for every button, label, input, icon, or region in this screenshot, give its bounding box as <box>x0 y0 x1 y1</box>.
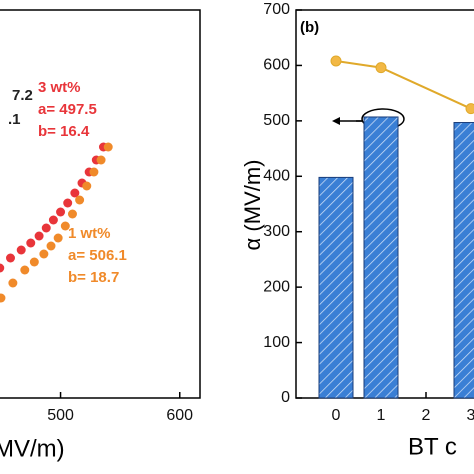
point <box>39 249 49 259</box>
left-x-label: MV/m) <box>0 435 65 462</box>
point <box>29 257 39 267</box>
point <box>103 142 113 152</box>
left-frame <box>0 9 201 399</box>
point <box>48 215 58 225</box>
x-tick-label: 0 <box>332 407 341 424</box>
point <box>63 198 73 208</box>
point <box>89 167 99 177</box>
right-y-label: α (MV/m) <box>240 160 265 251</box>
y-tick-label: 0 <box>281 389 290 406</box>
annotation: a= 497.5 <box>38 101 97 118</box>
annotation: 3 wt% <box>38 79 81 96</box>
bar <box>318 176 354 399</box>
x-tick-label: 600 <box>166 407 193 424</box>
point <box>46 241 56 251</box>
point <box>67 209 77 219</box>
arrow-head <box>332 117 340 125</box>
y-tick-label: 700 <box>263 1 290 18</box>
point <box>34 231 44 241</box>
x-tick-label: 1 <box>377 407 386 424</box>
annotation: b= 18.7 <box>68 269 119 286</box>
point <box>56 207 66 217</box>
point <box>20 265 30 275</box>
x-tick-label: 3 <box>467 407 474 424</box>
point <box>82 181 92 191</box>
y-tick-label: 400 <box>263 168 290 185</box>
point <box>5 253 15 263</box>
point <box>53 233 63 243</box>
bar <box>453 122 474 399</box>
x-tick-label: 500 <box>47 407 74 424</box>
point <box>41 223 51 233</box>
point <box>0 293 6 303</box>
annotation: 7.2 <box>12 87 33 104</box>
y-tick-label: 600 <box>263 57 290 74</box>
point <box>26 238 36 248</box>
line <box>335 60 472 110</box>
point <box>96 155 106 165</box>
point <box>0 263 5 273</box>
annotation: .1 <box>8 111 21 128</box>
panel-label: (b) <box>300 19 319 36</box>
line-point <box>465 103 474 115</box>
point <box>70 188 80 198</box>
y-tick-label: 200 <box>263 278 290 295</box>
line-point <box>375 62 387 74</box>
y-tick-label: 100 <box>263 334 290 351</box>
annotation: b= 16.4 <box>38 123 90 140</box>
line-point <box>330 55 342 67</box>
x-tick-label: 2 <box>422 407 431 424</box>
y-tick-label: 300 <box>263 223 290 240</box>
bar <box>363 116 399 399</box>
y-tick-label: 500 <box>263 112 290 129</box>
point <box>16 245 26 255</box>
point <box>75 195 85 205</box>
annotation: 1 wt% <box>68 225 111 242</box>
point <box>8 278 18 288</box>
annotation: a= 506.1 <box>68 247 127 264</box>
right-x-label: BT c <box>408 433 457 460</box>
point <box>60 221 70 231</box>
